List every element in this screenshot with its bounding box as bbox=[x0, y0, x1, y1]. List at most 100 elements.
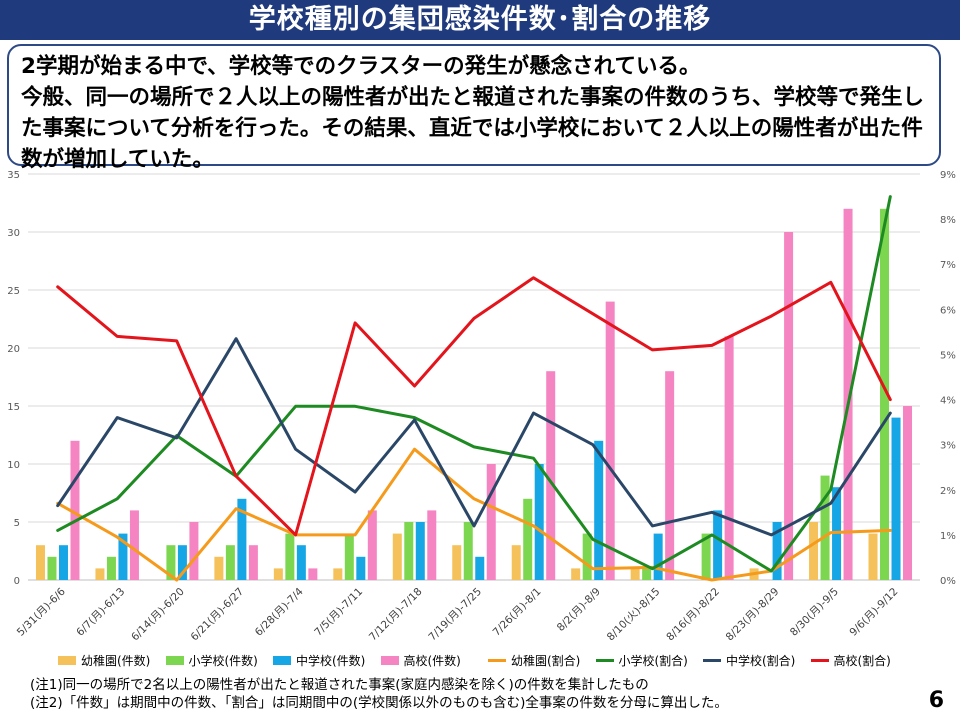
bar bbox=[296, 545, 306, 580]
page-number: 6 bbox=[928, 688, 944, 713]
right-tick-label: 2% bbox=[940, 486, 956, 497]
legend-label: 小学校(割合) bbox=[618, 653, 688, 668]
bar bbox=[820, 475, 830, 580]
legend-swatch bbox=[380, 655, 399, 665]
bar bbox=[642, 568, 652, 580]
bar bbox=[475, 556, 485, 580]
left-tick-label: 5 bbox=[14, 518, 20, 529]
bar bbox=[546, 371, 556, 580]
right-tick-label: 4% bbox=[940, 396, 956, 407]
legend-label: 中学校(割合) bbox=[726, 653, 796, 668]
x-axis-ticks: 5/31(月)-6/6 6/7(月)-6/13 6/14(月)-6/20 6/21(月… bbox=[15, 585, 901, 643]
left-tick-label: 10 bbox=[7, 460, 20, 471]
chart-gridlines bbox=[28, 173, 920, 581]
bar bbox=[701, 533, 711, 580]
bar bbox=[534, 464, 544, 580]
x-tick-label: 6/21(月)-6/27 bbox=[188, 586, 246, 644]
left-tick-label: 25 bbox=[7, 286, 20, 297]
bar bbox=[724, 336, 734, 580]
note-1: (注1)同一の場所で2名以上の陽性者が出たと報道された事案(家庭内感染を除く)の… bbox=[30, 677, 649, 693]
bar bbox=[880, 208, 890, 581]
bar bbox=[903, 406, 913, 580]
bar bbox=[653, 533, 663, 580]
legend-item: 中学校(割合) bbox=[703, 651, 795, 669]
right-tick-label: 8% bbox=[940, 215, 956, 226]
right-tick-label: 3% bbox=[940, 441, 956, 452]
legend-label: 幼稚園(割合) bbox=[511, 653, 581, 668]
legend-item: 中学校(件数) bbox=[273, 651, 365, 669]
x-tick-label: 8/2(月)-8/9 bbox=[555, 586, 603, 634]
x-tick-label: 5/31(月)-6/6 bbox=[15, 585, 68, 638]
bar bbox=[189, 522, 199, 580]
bar bbox=[35, 545, 45, 580]
bar bbox=[511, 545, 521, 580]
bar bbox=[809, 522, 819, 580]
bar bbox=[571, 568, 581, 580]
legend-swatch bbox=[810, 658, 829, 662]
series-line bbox=[56, 276, 892, 537]
bar bbox=[95, 568, 105, 580]
bar bbox=[772, 522, 782, 580]
legend-swatch bbox=[273, 655, 291, 665]
legend-label: 幼稚園(件数) bbox=[81, 653, 151, 668]
right-tick-label: 5% bbox=[940, 350, 956, 361]
x-tick-label: 8/10(火)-8/15 bbox=[605, 586, 663, 644]
bar bbox=[523, 498, 533, 580]
bar bbox=[58, 545, 68, 580]
bar bbox=[356, 556, 366, 580]
bar bbox=[308, 568, 318, 580]
legend-swatch bbox=[165, 655, 184, 665]
x-tick-label: 6/7(月)-6/13 bbox=[74, 586, 127, 639]
bar bbox=[713, 510, 723, 580]
right-axis-ticks: 0% 1% 2% 3% 4% 5% 6% 7% 8% 9% bbox=[940, 170, 956, 587]
bar bbox=[630, 568, 640, 580]
x-tick-label: 8/23(月)-8/29 bbox=[724, 586, 782, 644]
legend-label: 高校(件数) bbox=[403, 653, 461, 668]
bar bbox=[344, 533, 354, 580]
x-tick-label: 7/5(月)-7/11 bbox=[312, 586, 365, 639]
legend-label: 高校(割合) bbox=[833, 653, 891, 668]
note-2: (注2)「件数」は期間中の件数、「割合」は同期間中の(学校関係以外のものも含む)… bbox=[30, 695, 728, 711]
bar bbox=[237, 498, 247, 580]
bar bbox=[106, 556, 116, 580]
bar bbox=[285, 533, 295, 580]
series-line bbox=[56, 337, 892, 537]
left-tick-label: 35 bbox=[7, 170, 20, 181]
bar bbox=[273, 568, 283, 580]
bar bbox=[665, 371, 675, 580]
bar-series bbox=[35, 208, 913, 581]
bar bbox=[594, 440, 604, 580]
bar bbox=[843, 208, 853, 581]
legend-label: 中学校(件数) bbox=[296, 653, 366, 668]
bar bbox=[605, 301, 615, 580]
x-tick-label: 7/12(月)-7/18 bbox=[367, 586, 425, 644]
bar bbox=[47, 556, 57, 580]
bar bbox=[333, 568, 343, 580]
left-axis-ticks: 0 5 10 15 20 25 30 35 bbox=[7, 170, 20, 587]
legend-item: 小学校(割合) bbox=[595, 651, 688, 669]
x-tick-label: 9/6(月)-9/12 bbox=[847, 586, 900, 639]
bar bbox=[129, 510, 139, 580]
x-tick-label: 6/28(月)-7/4 bbox=[253, 585, 306, 638]
legend-item: 幼稚園(件数) bbox=[58, 651, 150, 669]
x-tick-label: 8/16(月)-8/22 bbox=[664, 586, 722, 644]
right-tick-label: 1% bbox=[940, 531, 956, 542]
line-series bbox=[56, 195, 892, 582]
x-tick-label: 8/30(月)-9/5 bbox=[788, 586, 841, 639]
summary-line-1: 2学期が始まる中で、学校等でのクラスターの発生が懸念されている。 bbox=[21, 54, 701, 79]
right-tick-label: 9% bbox=[940, 170, 956, 181]
chart: 0 5 10 15 20 25 30 35 0% 1% 2% 3% 4% 5% 6% 7% 8% 9% 5/31… bbox=[7, 170, 956, 643]
series-line bbox=[56, 195, 892, 573]
legend-item: 高校(割合) bbox=[810, 651, 891, 669]
chart-legend: 幼稚園(件数) 小学校(件数) 中学校(件数) 高校(件数) 幼稚園(割合) 小学校(割合… bbox=[58, 651, 918, 669]
legend-swatch bbox=[703, 658, 721, 662]
bar bbox=[248, 545, 258, 580]
left-tick-label: 30 bbox=[7, 228, 20, 239]
series-line bbox=[56, 447, 892, 582]
x-tick-label: 6/14(月)-6/20 bbox=[129, 586, 187, 644]
bar bbox=[118, 533, 128, 580]
bar bbox=[463, 522, 473, 580]
bar bbox=[367, 510, 377, 580]
left-tick-label: 0 bbox=[14, 576, 20, 587]
bar bbox=[392, 533, 402, 580]
